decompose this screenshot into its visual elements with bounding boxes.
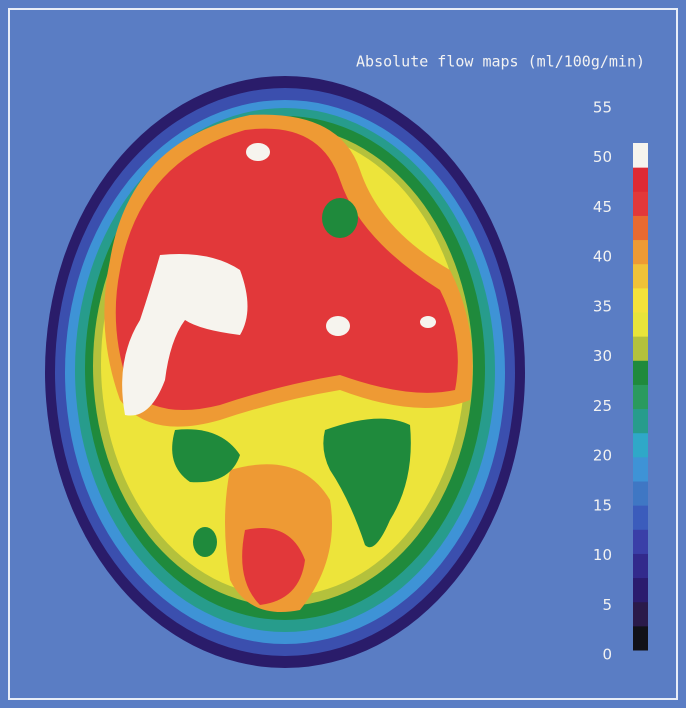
region — [326, 316, 350, 336]
tick-label: 0 — [602, 646, 612, 664]
colorbar-segment — [633, 384, 648, 409]
tick-label: 40 — [593, 248, 612, 266]
colorbar-segment — [633, 578, 648, 603]
tick-label: 20 — [593, 447, 612, 465]
colorbar-segment — [633, 626, 648, 651]
tick-label: 35 — [593, 297, 612, 315]
colorbar-segment — [633, 602, 648, 627]
colorbar-segment — [633, 240, 648, 265]
region — [246, 143, 270, 161]
colorbar-segment — [633, 505, 648, 530]
colorbar-segment — [633, 553, 648, 578]
region — [322, 198, 358, 238]
colorbar-segment — [633, 433, 648, 458]
tick-label: 30 — [593, 347, 612, 365]
tick-label: 10 — [593, 546, 612, 564]
colorbar-segment — [633, 191, 648, 216]
colorbar-segment — [633, 336, 648, 361]
tick-label: 45 — [593, 198, 612, 216]
title: Absolute flow maps (ml/100g/min) — [356, 53, 645, 71]
tick-label: 50 — [593, 148, 612, 166]
figure: Absolute flow maps (ml/100g/min) 0 5 10 15 2… — [0, 0, 686, 708]
tick-label: 15 — [593, 496, 612, 514]
colorbar-segment — [633, 457, 648, 482]
colorbar-segment — [633, 409, 648, 434]
colorbar-segment — [633, 143, 648, 168]
tick-label: 55 — [593, 99, 612, 117]
colorbar-segment — [633, 288, 648, 313]
tick-label: 25 — [593, 397, 612, 415]
brain-map — [45, 76, 525, 668]
tick-label: 5 — [602, 596, 612, 614]
colorbar-segment — [633, 481, 648, 506]
colorbar-segment — [633, 360, 648, 385]
region — [193, 527, 217, 557]
colorbar-segment — [633, 264, 648, 289]
colorbar-segment — [633, 167, 648, 192]
region — [420, 316, 436, 328]
colorbar-segment — [633, 529, 648, 554]
colorbar-segment — [633, 215, 648, 240]
colorbar-segment — [633, 312, 648, 337]
